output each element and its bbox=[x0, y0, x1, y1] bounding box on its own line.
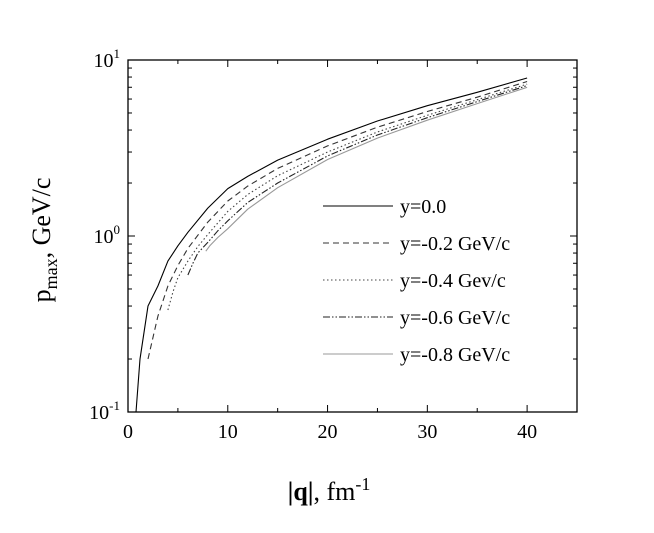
y-tick-base: 10 bbox=[94, 226, 114, 248]
series-line-1 bbox=[147, 80, 528, 360]
x-axis-label-main: |q| bbox=[288, 477, 314, 506]
legend-label-3: y=-0.6 GeV/c bbox=[400, 307, 510, 329]
series-line-3 bbox=[187, 85, 528, 276]
series-line-0 bbox=[135, 77, 528, 413]
x-tick-label: 0 bbox=[123, 421, 133, 443]
y-axis-label-main: p bbox=[27, 289, 56, 302]
y-tick-label: 10-1 bbox=[89, 398, 120, 424]
legend-label-4: y=-0.8 GeV/c bbox=[400, 344, 510, 366]
y-tick-exp: -1 bbox=[109, 398, 120, 413]
x-axis-label-exp: -1 bbox=[355, 474, 370, 494]
x-tick-label: 20 bbox=[318, 421, 338, 443]
y-tick-exp: 1 bbox=[114, 46, 121, 61]
legend-label-2: y=-0.4 Gev/c bbox=[400, 270, 506, 292]
plot-area bbox=[127, 59, 578, 413]
y-tick-label: 101 bbox=[94, 46, 121, 72]
x-tick-label: 10 bbox=[218, 421, 238, 443]
x-axis-label: |q|, fm-1 bbox=[288, 474, 371, 506]
legend: y=0.0 y=-0.2 GeV/c y=-0.4 Gev/c y=-0.6 GeV/… bbox=[323, 196, 510, 366]
y-axis-label-sub: max bbox=[41, 258, 61, 289]
x-tick-label: 40 bbox=[517, 421, 537, 443]
y-tick-exp: 0 bbox=[114, 222, 121, 237]
series-layer bbox=[135, 77, 528, 413]
legend-label-1: y=-0.2 GeV/c bbox=[400, 233, 510, 255]
series-line-4 bbox=[205, 86, 528, 252]
x-tick-label: 30 bbox=[417, 421, 437, 443]
y-axis-label: pmax, GeV/c bbox=[27, 178, 61, 303]
y-tick-label: 100 bbox=[94, 222, 121, 248]
y-tick-base: 10 bbox=[89, 402, 109, 424]
y-axis-label-unit: , GeV/c bbox=[27, 178, 56, 259]
x-axis-label-unit: , fm bbox=[314, 477, 356, 506]
y-tick-base: 10 bbox=[94, 50, 114, 72]
series-line-2 bbox=[167, 83, 528, 311]
legend-label-0: y=0.0 bbox=[400, 196, 446, 218]
